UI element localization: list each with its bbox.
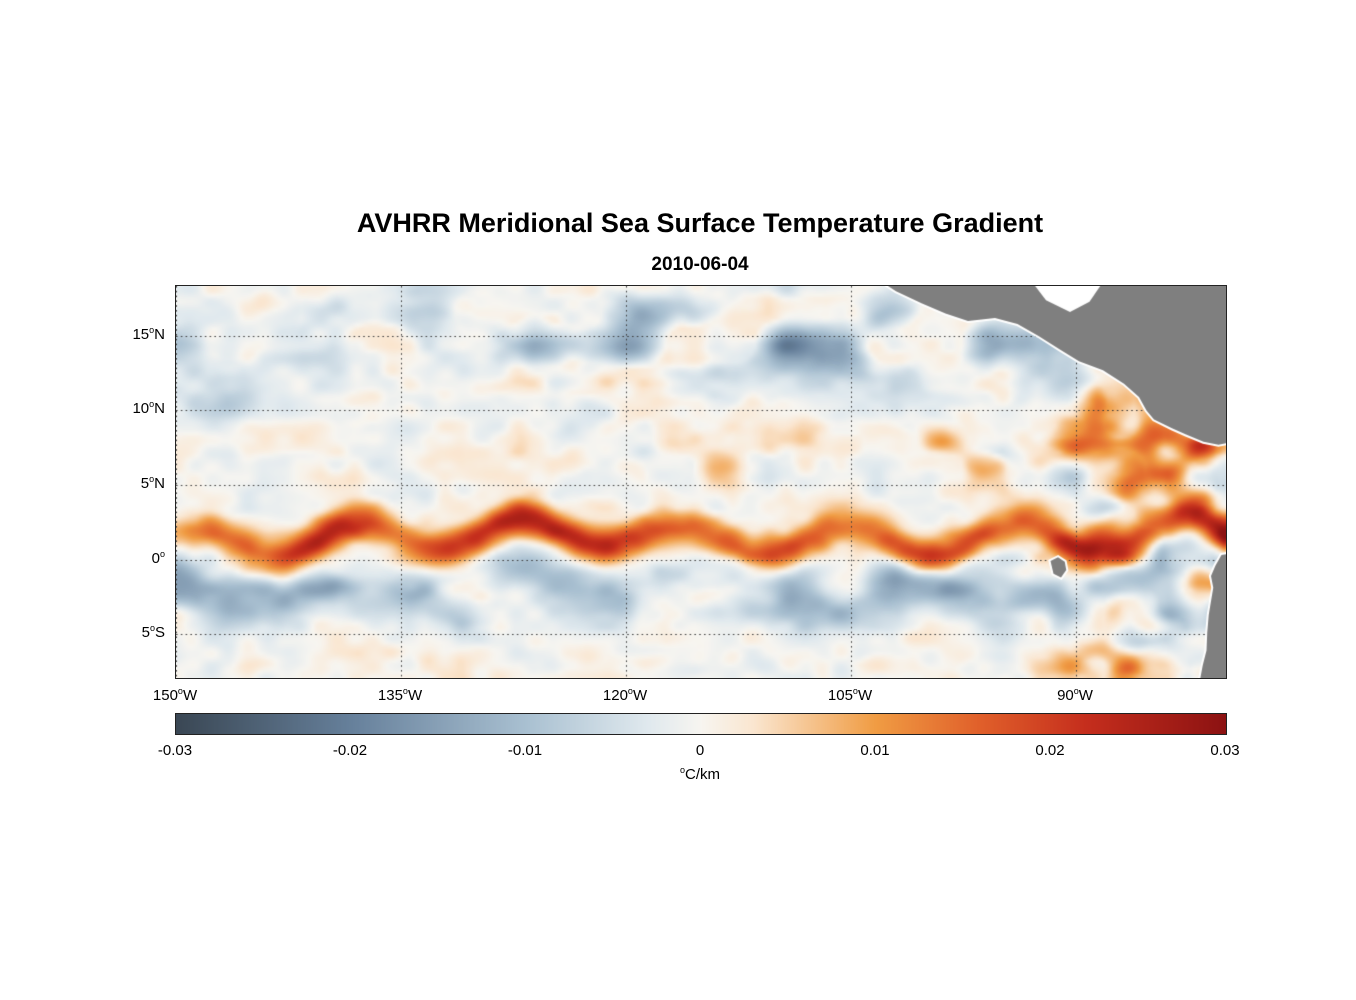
y-tick-label: 0o (151, 548, 165, 567)
colorbar-unit-label: oC/km (679, 765, 720, 784)
colorbar-tick-label: 0.01 (860, 742, 890, 759)
y-tick-label: 10oN (132, 399, 165, 418)
colorbar-tick-label: -0.01 (507, 742, 543, 759)
colorbar-canvas (176, 714, 1226, 734)
colorbar-tick-label: 0 (695, 742, 705, 759)
x-tick-label: 90oW (1057, 686, 1093, 705)
map-plot (175, 285, 1227, 679)
x-tick-label: 120oW (602, 686, 648, 705)
x-tick-label: 135oW (377, 686, 423, 705)
colorbar-tick-label: 0.02 (1035, 742, 1065, 759)
sst-gradient-heatmap-canvas (176, 286, 1226, 678)
colorbar-tick-label: -0.02 (332, 742, 368, 759)
x-tick-label: 150oW (152, 686, 198, 705)
y-tick-label: 5oN (140, 473, 165, 492)
chart-date: 2010-06-04 (651, 254, 749, 275)
colorbar (175, 713, 1227, 735)
y-tick-label: 5oS (141, 623, 165, 642)
colorbar-tick-label: 0.03 (1210, 742, 1240, 759)
x-tick-label: 105oW (827, 686, 873, 705)
y-tick-label: 15oN (132, 324, 165, 343)
chart-title: AVHRR Meridional Sea Surface Temperature… (356, 208, 1044, 238)
colorbar-tick-label: -0.03 (157, 742, 193, 759)
